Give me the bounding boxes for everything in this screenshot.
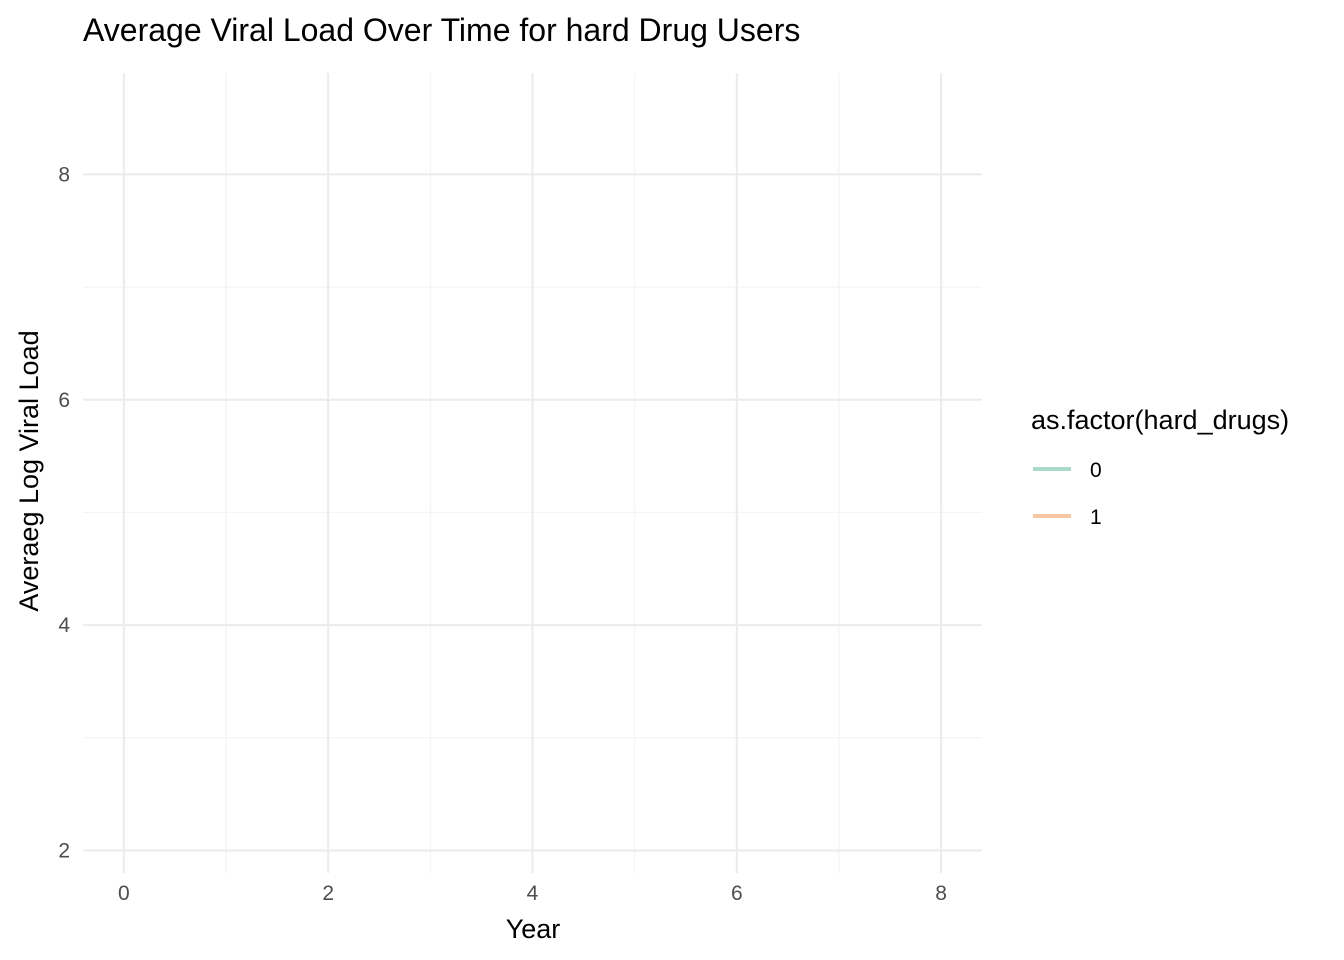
x-tick-label: 6 xyxy=(731,882,743,905)
legend-label-0: 0 xyxy=(1090,459,1102,482)
axis-ticks: 0 2 4 6 8 2 4 6 8 xyxy=(58,163,947,905)
legend-title: as.factor(hard_drugs) xyxy=(1031,405,1289,435)
y-tick-label: 8 xyxy=(58,163,70,186)
x-tick-label: 4 xyxy=(527,882,539,905)
chart-title: Average Viral Load Over Time for hard Dr… xyxy=(83,12,800,48)
x-tick-label: 0 xyxy=(118,882,130,905)
y-tick-label: 6 xyxy=(58,389,70,412)
plot-grid xyxy=(83,73,982,873)
y-axis-title: Averaeg Log Viral Load xyxy=(14,330,44,611)
y-tick-label: 2 xyxy=(58,839,70,862)
legend: 01 xyxy=(1033,459,1102,529)
legend-label-1: 1 xyxy=(1090,506,1102,529)
x-tick-label: 8 xyxy=(935,882,947,905)
x-tick-label: 2 xyxy=(322,882,334,905)
y-tick-label: 4 xyxy=(58,614,70,637)
x-axis-title: Year xyxy=(506,914,561,944)
